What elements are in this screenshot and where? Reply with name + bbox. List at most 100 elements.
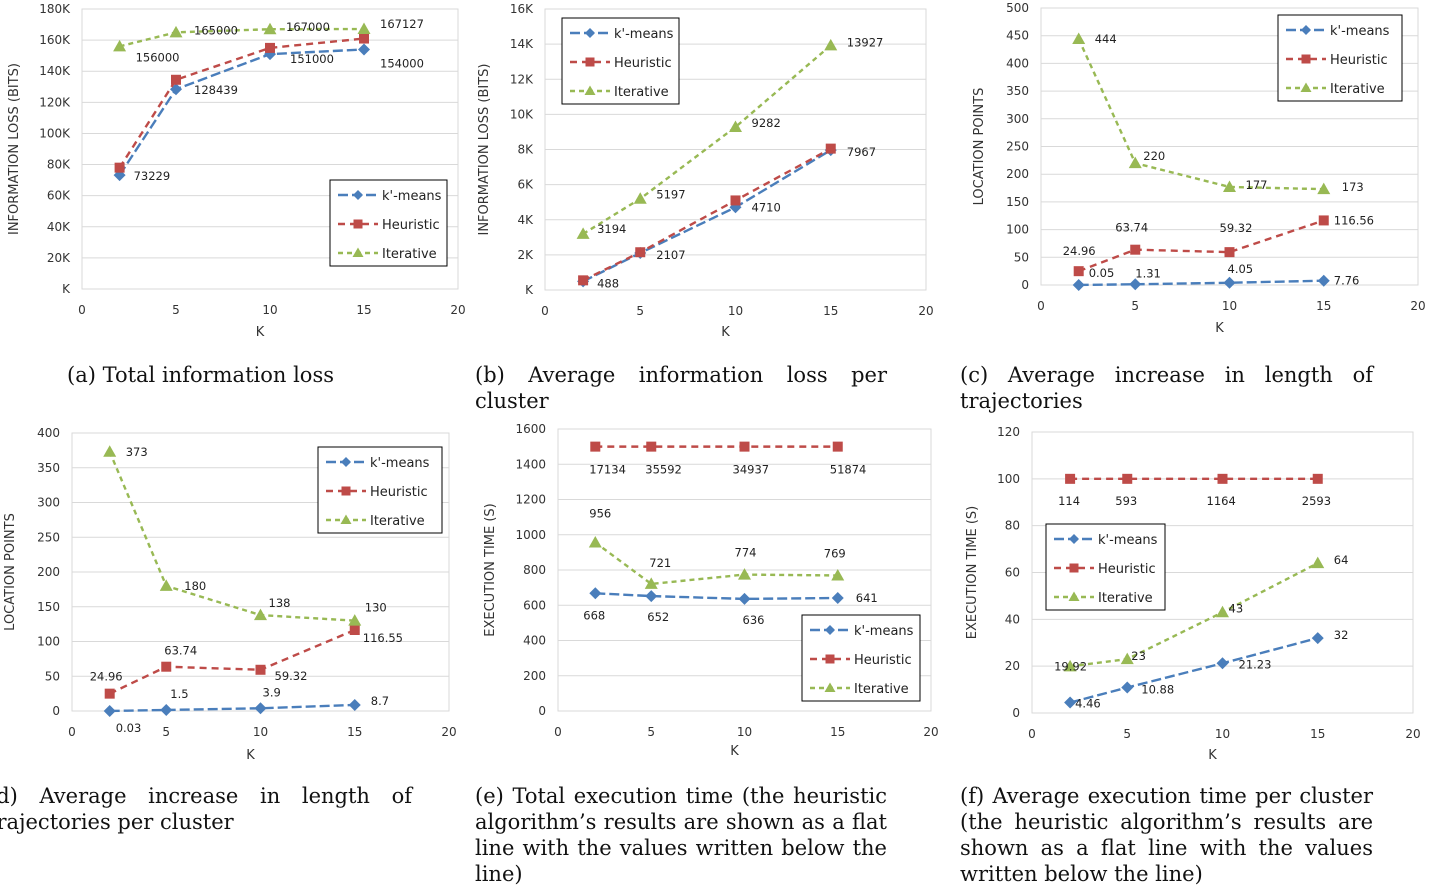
- chart-panel-f: 0 20 40 60 80 100 120 0 5 10 15 20 K EXECUTION TIME (…: [965, 425, 1421, 763]
- marker-iterative: [729, 120, 742, 132]
- data-label: 116.55: [363, 631, 403, 645]
- marker-iterative: [1216, 605, 1229, 618]
- data-label: 4.46: [1075, 697, 1101, 711]
- legend-marker: [1301, 25, 1311, 35]
- marker-heuristic: [1065, 473, 1076, 484]
- marker-iterative: [588, 536, 602, 548]
- legend: k'-means Heuristic Iterative: [329, 179, 448, 267]
- x-tick-label: 20: [918, 304, 933, 318]
- marker-iterative: [1063, 659, 1077, 672]
- marker-kmeans: [160, 703, 173, 716]
- data-label: 373: [126, 445, 148, 459]
- data-label: 128439: [194, 83, 238, 97]
- marker-heuristic: [825, 143, 836, 154]
- y-tick-label: 2K: [517, 248, 534, 262]
- y-axis-title: INFORMATION LOSS (BITS): [7, 63, 22, 235]
- series-line-kmeans: [1078, 279, 1324, 287]
- y-axis-title: EXECUTION TIME (S): [965, 506, 980, 640]
- x-axis-title: K: [721, 325, 730, 340]
- legend-label-iterative: Iterative: [614, 85, 669, 100]
- y-tick-label: 200: [523, 669, 546, 683]
- x-tick-label: 10: [1215, 727, 1230, 741]
- x-tick-label: 15: [347, 725, 362, 739]
- y-tick-label: 80K: [47, 158, 71, 172]
- marker-kmeans: [254, 702, 267, 715]
- data-label: 5197: [656, 188, 685, 202]
- series-line-heuristic: [1078, 219, 1325, 273]
- data-label: 167000: [286, 20, 330, 34]
- legend-marker: [585, 28, 595, 38]
- legend-marker: [1301, 54, 1311, 64]
- y-tick-label: 80: [1005, 519, 1020, 533]
- legend-marker: [352, 247, 364, 257]
- data-label: 64: [1334, 553, 1349, 567]
- caption-a: (a) Total information loss: [67, 363, 334, 387]
- legend-marker: [340, 514, 352, 524]
- legend-label-iterative: Iterative: [370, 514, 425, 529]
- series-line-iterative: [1069, 562, 1319, 668]
- marker-heuristic: [832, 441, 843, 452]
- data-label: 769: [824, 546, 846, 560]
- legend-marker: [1068, 591, 1080, 601]
- series-line-heuristic: [118, 37, 365, 169]
- x-tick-label: 5: [172, 303, 180, 317]
- data-label: 73229: [134, 169, 171, 183]
- data-label: 668: [583, 608, 605, 622]
- x-axis-title: K: [1208, 748, 1217, 763]
- legend: k'-means Heuristic Iterative: [801, 614, 921, 702]
- y-tick-label: 60K: [47, 189, 71, 203]
- y-tick-label: 250: [1006, 140, 1029, 154]
- marker-iterative: [831, 568, 845, 581]
- y-tick-label: 40: [1005, 612, 1020, 626]
- y-tick-label: 14K: [510, 37, 534, 51]
- x-tick-label: 20: [923, 725, 938, 739]
- legend-marker: [1069, 563, 1079, 573]
- data-label: 7.76: [1334, 274, 1360, 288]
- data-label: 9282: [752, 116, 781, 130]
- marker-iterative: [169, 25, 183, 38]
- x-tick-label: 20: [1410, 299, 1425, 313]
- marker-heuristic: [114, 162, 125, 173]
- x-tick-label: 5: [647, 725, 655, 739]
- legend-label-heuristic: Heuristic: [370, 485, 428, 500]
- series-line-kmeans: [582, 149, 832, 283]
- y-tick-label: 250: [37, 530, 60, 544]
- data-label: 116.56: [1334, 213, 1374, 227]
- marker-iterative: [1120, 652, 1134, 665]
- y-tick-label: 16K: [510, 2, 534, 16]
- marker-kmeans: [589, 587, 602, 600]
- marker-kmeans: [358, 43, 370, 56]
- marker-heuristic: [1318, 215, 1329, 226]
- marker-iterative: [633, 192, 647, 204]
- series-line-iterative: [582, 44, 832, 235]
- legend-box: [1045, 523, 1166, 611]
- y-tick-label: 450: [1006, 29, 1029, 43]
- y-axis-title: INFORMATION LOSS (BITS): [477, 63, 492, 235]
- marker-heuristic: [1217, 473, 1228, 484]
- legend-label-kmeans: k'-means: [370, 456, 430, 471]
- x-tick-label: 5: [162, 725, 170, 739]
- data-label: 23: [1131, 649, 1146, 663]
- marker-iterative: [159, 579, 173, 591]
- data-label: 4710: [752, 200, 781, 214]
- data-label: 0.05: [1089, 266, 1115, 280]
- y-tick-label: 10K: [510, 107, 534, 121]
- marker-heuristic: [1224, 247, 1235, 258]
- data-label: 13927: [847, 35, 884, 49]
- y-tick-label: 160K: [39, 33, 71, 47]
- series-line-heuristic: [109, 628, 356, 695]
- data-label: 1.5: [170, 687, 188, 701]
- data-label: 138: [269, 596, 291, 610]
- chart-panel-c: 0 50 100 150 200 250 300 350 400 450 500 0 5 10 15 20 K L…: [972, 1, 1426, 336]
- y-tick-label: K: [62, 282, 71, 296]
- y-tick-label: 500: [1006, 1, 1029, 15]
- caption-f: (f) Average execution time per cluster (…: [960, 784, 1373, 886]
- y-tick-label: 0: [1012, 706, 1020, 720]
- series-line-iterative: [1077, 38, 1324, 191]
- y-tick-label: 1400: [515, 457, 546, 471]
- marker-kmeans: [103, 704, 116, 717]
- marker-heuristic: [1312, 473, 1323, 484]
- marker-iterative: [576, 227, 590, 239]
- legend-label-iterative: Iterative: [382, 247, 437, 262]
- x-tick-label: 10: [253, 725, 268, 739]
